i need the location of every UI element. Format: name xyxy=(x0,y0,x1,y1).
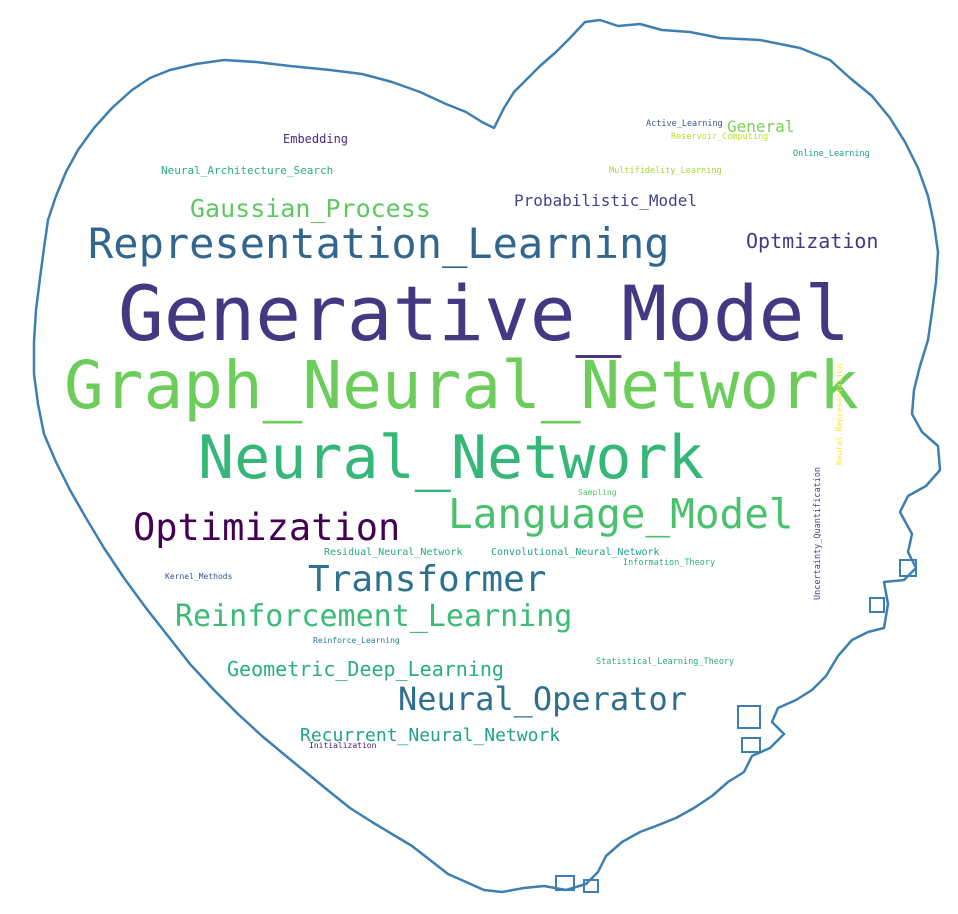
word: Gaussian_Process xyxy=(190,194,431,223)
word: Reinforce_Learning xyxy=(313,636,400,645)
word: Embedding xyxy=(283,132,348,146)
word: Active_Learning xyxy=(646,119,723,129)
outline-fragment xyxy=(741,737,761,753)
word: Multifidelity_Learning xyxy=(609,166,722,176)
word: Sampling xyxy=(578,488,617,497)
outline-fragment xyxy=(555,875,575,891)
word: General xyxy=(727,117,794,136)
word: Initialization xyxy=(309,741,377,750)
word: Optmization xyxy=(746,229,878,253)
word: Probabilistic_Model xyxy=(514,191,697,210)
word: Residual_Neural_Network xyxy=(324,547,462,558)
outline-fragment xyxy=(737,705,761,729)
word: Graph_Neural_Network xyxy=(64,347,859,424)
word: Representation_Learning xyxy=(88,219,670,268)
outline-fragment xyxy=(899,559,917,577)
word: Transformer xyxy=(308,559,546,600)
word: Reinforcement_Learning xyxy=(175,599,572,634)
word: Neural_Operator xyxy=(398,680,687,718)
word: Optimization xyxy=(133,506,400,549)
word: Statistical_Learning_Theory xyxy=(596,657,734,667)
word: Online_Learning xyxy=(793,149,870,159)
word: Geometric_Deep_Learning xyxy=(227,657,504,681)
word: Uncertainty_Quantification xyxy=(813,467,823,600)
outline-fragment xyxy=(583,879,599,893)
word: Neural_Network xyxy=(198,423,704,493)
word: Language_Model xyxy=(448,490,794,538)
word: Reservoir_Computing xyxy=(671,132,768,142)
word: Recurrent_Neural_Network xyxy=(300,725,560,746)
word: Information_Theory xyxy=(623,558,715,568)
word: Generative_Model xyxy=(118,269,850,358)
outline-fragment xyxy=(869,597,885,613)
word: Convolutional_Neural_Network xyxy=(491,547,660,558)
word: Neural_Representation xyxy=(835,364,844,465)
word: Neural_Architecture_Search xyxy=(161,164,333,177)
word: Kernel_Methods xyxy=(165,572,233,581)
